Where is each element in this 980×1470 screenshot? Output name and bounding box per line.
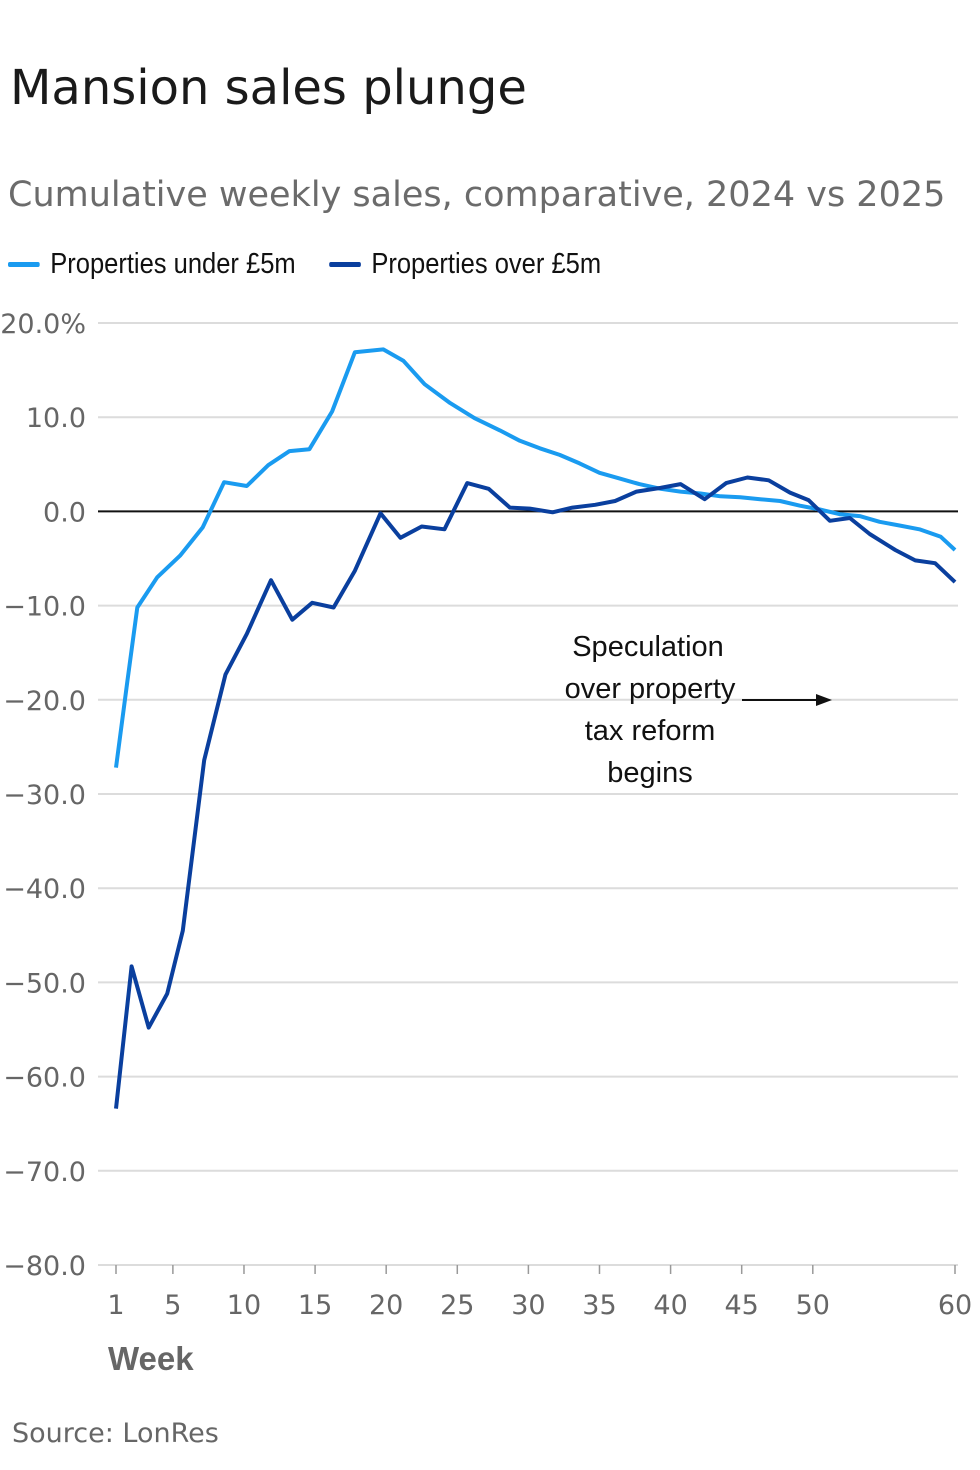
y-tick-label: 20.0% bbox=[0, 309, 86, 340]
legend-label-over-5m: Properties over £5m bbox=[371, 248, 602, 280]
x-tick-label: 1 bbox=[107, 1290, 124, 1321]
y-tick-label: −50.0 bbox=[3, 968, 86, 999]
x-tick-label: 20 bbox=[369, 1290, 403, 1321]
annotation-line: begins bbox=[607, 757, 692, 789]
x-tick-label: 40 bbox=[653, 1290, 687, 1321]
y-tick-label: −40.0 bbox=[3, 874, 86, 905]
x-tick-label: 25 bbox=[440, 1290, 474, 1321]
annotation: Speculation over property tax reform beg… bbox=[565, 631, 832, 789]
y-tick-label: −80.0 bbox=[3, 1251, 86, 1282]
annotation-line: over property bbox=[565, 673, 736, 705]
x-tick-label: 15 bbox=[298, 1290, 332, 1321]
annotation-line: Speculation bbox=[572, 631, 724, 663]
y-tick-label: 0.0 bbox=[43, 497, 86, 528]
x-tick-label: 45 bbox=[725, 1290, 759, 1321]
x-tick-label: 30 bbox=[511, 1290, 545, 1321]
y-tick-label: −60.0 bbox=[3, 1063, 86, 1094]
legend-label-under-5m: Properties under £5m bbox=[50, 248, 296, 280]
y-tick-label: −20.0 bbox=[3, 686, 86, 717]
legend-item-under-5m: Properties under £5m bbox=[8, 248, 296, 281]
legend: Properties under £5m Properties over £5m bbox=[8, 248, 601, 281]
y-tick-label: −10.0 bbox=[3, 592, 86, 623]
y-tick-label: −70.0 bbox=[3, 1157, 86, 1188]
x-tick-label: 60 bbox=[938, 1290, 972, 1321]
legend-item-over-5m: Properties over £5m bbox=[329, 248, 601, 281]
y-tick-label: 10.0 bbox=[26, 403, 86, 434]
x-tick-label: 5 bbox=[164, 1290, 181, 1321]
x-tick-label: 50 bbox=[796, 1290, 830, 1321]
series-line-over-5m bbox=[114, 475, 957, 1109]
chart-subtitle: Cumulative weekly sales, comparative, 20… bbox=[8, 175, 946, 215]
y-tick-label: −30.0 bbox=[3, 780, 86, 811]
x-axis-label: Week bbox=[108, 1340, 194, 1377]
legend-swatch-over-5m bbox=[329, 262, 361, 267]
annotation-line: tax reform bbox=[585, 715, 716, 747]
source-note: Source: LonRes bbox=[12, 1418, 219, 1449]
chart-title: Mansion sales plunge bbox=[10, 60, 527, 116]
series-line-under-5m bbox=[114, 347, 957, 768]
x-tick-label: 10 bbox=[227, 1290, 261, 1321]
x-tick-label: 35 bbox=[582, 1290, 616, 1321]
annotation-arrow-head-icon bbox=[816, 694, 832, 706]
legend-swatch-under-5m bbox=[8, 262, 40, 267]
